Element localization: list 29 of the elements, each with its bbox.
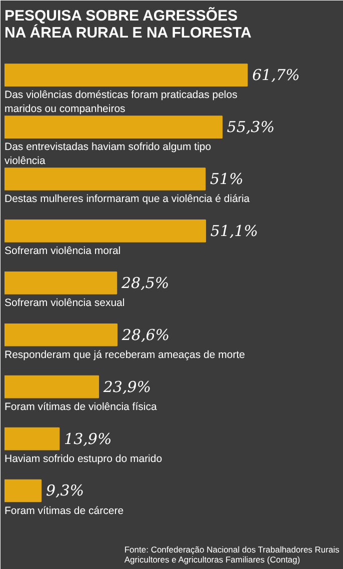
y-tick-label: Haviam sofrido estupro do marido [4, 452, 162, 465]
bar [4, 64, 248, 86]
data-label: 55,3% [226, 118, 275, 136]
bar [4, 271, 118, 294]
data-label: 13,9% [64, 430, 112, 448]
data-label: 23,9% [102, 378, 152, 396]
data-label: 9,3% [46, 482, 84, 500]
data-label: 51% [210, 170, 244, 188]
chart-title: PESQUISA SOBRE AGRESSÕES NA ÁREA RURAL E NA FLORESTA [4, 6, 252, 42]
y-tick-label: Das entrevistadas haviam sofrido algum tipo violência [4, 141, 212, 167]
bar [4, 375, 100, 398]
y-tick-label: Foram vítimas de violência física [4, 400, 157, 413]
y-tick-label: Sofreram violência sexual [4, 296, 125, 309]
data-label: 28,6% [120, 326, 170, 344]
y-tick-label: Responderam que já receberam ameaças de morte [4, 348, 246, 361]
bar [4, 220, 206, 242]
bar [4, 427, 60, 450]
y-tick-label: Das violências domésticas foram praticadas pelos maridos ou companheiros [4, 89, 238, 115]
bar [4, 479, 42, 502]
data-label: 28,5% [120, 274, 170, 292]
bar [4, 323, 118, 346]
bar [4, 168, 206, 190]
bar [4, 116, 223, 138]
data-label: 51,1% [210, 222, 258, 240]
y-tick-label: Sofreram violência moral [4, 244, 121, 257]
y-tick-label: Foram vítimas de cárcere [4, 504, 124, 517]
data-label: 61,7% [252, 66, 300, 84]
source-note: Fonte: Confederação Nacional dos Trabalhadores Rurais Agricultores e Agricultoras Familiares (Contag) [124, 544, 340, 564]
y-tick-label: Destas mulheres informaram que a violência é diária [4, 193, 250, 206]
